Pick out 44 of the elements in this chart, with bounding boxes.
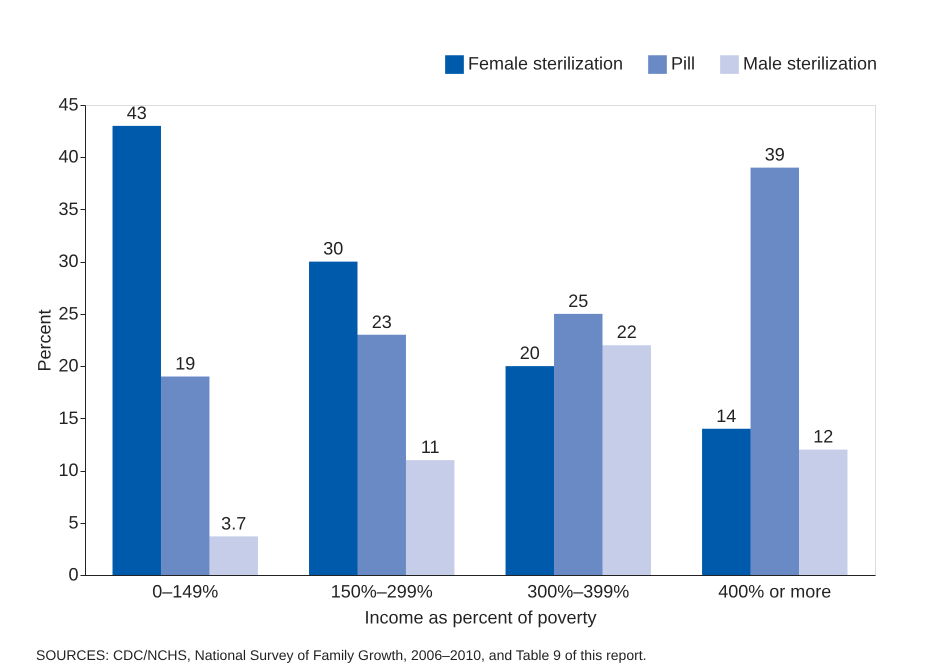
bar	[112, 126, 161, 575]
x-tick-label: 0–149%	[152, 582, 218, 602]
y-tick-label: 10	[58, 460, 78, 480]
x-tick-label: 400% or more	[718, 582, 832, 602]
data-label: 20	[520, 343, 540, 364]
bar	[506, 366, 554, 575]
y-axis-title: Percent	[34, 309, 54, 372]
bar	[160, 376, 210, 575]
data-label: 30	[323, 238, 344, 259]
y-tick-label: 40	[58, 146, 78, 167]
y-tick-label: 30	[58, 251, 78, 272]
data-label: 12	[813, 426, 834, 447]
x-tick-label: 300%–399%	[527, 582, 630, 602]
data-label: 22	[616, 322, 637, 342]
legend-label: Pill	[671, 54, 696, 74]
y-tick-label: 5	[68, 512, 78, 532]
data-label: 19	[175, 354, 196, 374]
data-label: 43	[126, 102, 147, 123]
data-label: 25	[568, 290, 588, 311]
y-tick-label: 45	[58, 94, 78, 114]
data-label: 14	[716, 406, 736, 426]
bar	[750, 168, 800, 575]
x-tick-label: 150%–299%	[330, 582, 433, 602]
y-tick-label: 35	[58, 198, 78, 219]
data-label: 11	[420, 437, 440, 458]
bar	[602, 345, 651, 575]
data-label: 23	[372, 312, 392, 332]
bar	[209, 536, 258, 575]
bar	[358, 334, 406, 575]
bar	[406, 460, 454, 575]
y-tick-label: 0	[68, 564, 78, 584]
bar	[702, 428, 751, 575]
y-tick-label: 15	[58, 408, 78, 428]
source-note: SOURCES: CDC/NCHS, National Survey of Family Growth, 2006–2010, and Table 9 of this report.	[36, 647, 647, 663]
bar	[799, 450, 848, 575]
y-tick-label: 20	[58, 356, 78, 376]
bar	[554, 314, 602, 575]
legend-label: Female sterilization	[468, 54, 624, 74]
legend-label: Male sterilization	[743, 54, 878, 74]
y-tick-label: 25	[58, 303, 78, 324]
data-label: 3.7	[221, 513, 246, 534]
x-axis-title: Income as percent of poverty	[364, 608, 597, 628]
bar	[309, 262, 358, 575]
data-label: 39	[764, 144, 785, 165]
